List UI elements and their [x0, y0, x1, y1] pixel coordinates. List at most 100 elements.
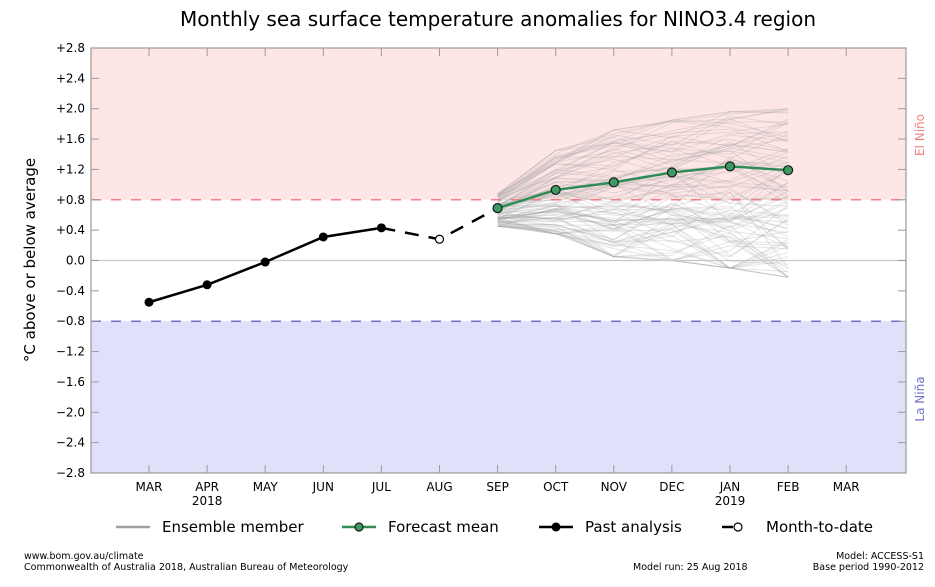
x-axis-ticks: MAR APR MAY JUN JUL AUG SEP OCT NOV DEC JAN FEB MAR 2… [136, 48, 860, 508]
y-tick-label: −0.8 [56, 314, 85, 328]
el-nino-band [91, 48, 906, 200]
ensemble-member-line [497, 225, 789, 269]
ensemble-member-line [497, 108, 789, 195]
la-nina-label: La Niña [913, 376, 927, 421]
month-to-date-point [434, 234, 445, 244]
x-tick-label: JAN [719, 480, 741, 494]
ensemble-member-line [497, 214, 789, 246]
ensemble-member-line [497, 161, 789, 206]
ensemble-member-line [497, 150, 789, 207]
footer-copyright: Commonwealth of Australia 2018, Australi… [24, 562, 349, 573]
y-tick-label: +0.4 [56, 223, 85, 237]
ensemble-member-line [497, 108, 789, 201]
ensemble-member-line [497, 109, 789, 201]
ensemble-member-line [497, 214, 789, 278]
ensemble-member-line [497, 152, 789, 204]
ensemble-member-line [497, 225, 789, 278]
ensemble-member-line [497, 161, 789, 210]
ensemble-member-line [497, 225, 789, 278]
x-year-label: 2018 [192, 494, 223, 508]
ensemble-member-line [497, 225, 789, 278]
ensemble-member-line [497, 141, 789, 200]
x-tick-label: SEP [486, 480, 508, 494]
ensemble-member-line [497, 165, 789, 215]
forecast-mean-point [550, 184, 561, 196]
ensemble-member-line [497, 155, 789, 215]
ensemble-member-line [497, 155, 789, 211]
footer-model-run: Model run: 25 Aug 2018 [633, 562, 748, 573]
ensemble-member-line [497, 220, 789, 269]
ensemble-members [497, 108, 789, 278]
ensemble-member-line [497, 209, 789, 258]
ensemble-member-line [497, 190, 789, 226]
legend-mtd-label: Month-to-date [766, 518, 873, 536]
ensemble-member-line [497, 175, 789, 207]
forecast-mean-line [497, 165, 789, 210]
y-tick-label: −1.2 [56, 345, 85, 359]
ensemble-member-line [497, 217, 789, 244]
ensemble-member-line [497, 165, 789, 210]
y-tick-label: +1.6 [56, 132, 85, 146]
ensemble-member-line [497, 216, 789, 234]
past-analysis-point [318, 232, 328, 242]
ensemble-member-line [497, 168, 789, 226]
past-analysis-point [202, 280, 212, 290]
ensemble-member-line [497, 214, 789, 278]
ensemble-member-line [497, 186, 789, 230]
forecast-mean-point [782, 165, 794, 176]
ensemble-member-line [497, 118, 789, 198]
ensemble-member-line [497, 220, 789, 278]
ensemble-member-line [497, 139, 789, 196]
legend: Ensemble member Forecast mean Past analysi… [116, 518, 873, 536]
chart-title: Monthly sea surface temperature anomalie… [180, 7, 816, 31]
ensemble-member-line [497, 209, 789, 257]
ensemble-member-line [497, 121, 789, 206]
ensemble-member-line [497, 200, 789, 229]
ensemble-member-line [497, 209, 789, 265]
ensemble-member-line [497, 194, 789, 244]
x-tick-label: JUN [312, 480, 334, 494]
x-tick-label: DEC [659, 480, 684, 494]
threshold-lines [91, 199, 906, 322]
ensemble-member-line [497, 181, 789, 225]
ensemble-member-line [497, 185, 789, 204]
x-tick-label: JUL [371, 480, 391, 494]
ensemble-member-line [497, 205, 789, 261]
x-tick-label: APR [195, 480, 219, 494]
ensemble-member-line [497, 192, 789, 251]
ensemble-member-line [497, 202, 789, 241]
ensemble-member-line [497, 185, 789, 226]
past-analysis-point [376, 223, 386, 233]
ensemble-member-line [497, 221, 789, 262]
ensemble-member-line [497, 219, 789, 269]
ensemble-member-line [497, 147, 789, 208]
forecast-mean-point [608, 177, 619, 188]
ensemble-member-line [497, 111, 789, 197]
ensemble-member-line [497, 167, 789, 209]
ensemble-member-line [497, 205, 789, 237]
ensemble-member-line [497, 223, 789, 270]
y-tick-label: −2.8 [56, 466, 85, 480]
ensemble-member-line [497, 121, 789, 203]
ensemble-member-line [497, 191, 789, 269]
ensemble-member-line [497, 210, 789, 247]
ensemble-member-line [497, 217, 789, 269]
ensemble-member-line [497, 131, 789, 199]
x-tick-label: MAR [136, 480, 163, 494]
ensemble-member-line [497, 162, 789, 206]
y-tick-label: +2.4 [56, 71, 85, 85]
ensemble-member-line [497, 120, 789, 195]
month-to-date-dashed-line [381, 207, 499, 241]
ensemble-member-line [497, 165, 789, 208]
ensemble-member-line [497, 216, 789, 273]
ensemble-member-line [497, 167, 789, 213]
ensemble-member-line [497, 155, 789, 211]
series-markers [144, 161, 794, 307]
legend-forecast-label: Forecast mean [388, 518, 499, 536]
ensemble-member-line [497, 199, 789, 228]
ensemble-member-line [497, 133, 789, 200]
forecast-mean-point [724, 161, 736, 172]
past-analysis-point [260, 257, 270, 267]
ensemble-member-line [497, 144, 789, 207]
